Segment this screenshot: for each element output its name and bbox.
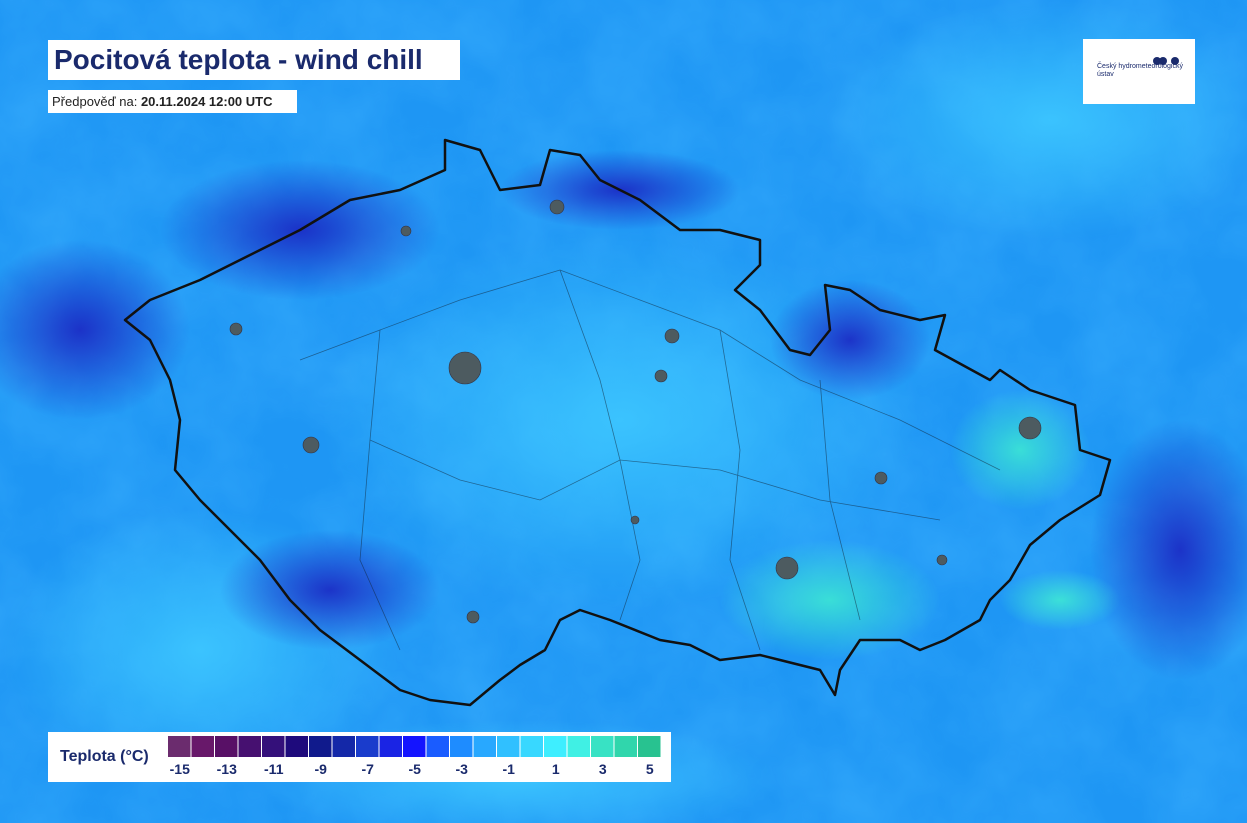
legend-swatch (168, 736, 191, 757)
legend-tick-label: 3 (599, 761, 607, 777)
legend-scale: -15 -13 -11 -9 -7 -5 -3 -1 1 3 5 (168, 736, 661, 777)
legend-tick-label: -11 (264, 761, 284, 777)
legend-swatch (215, 736, 238, 757)
legend-swatch (426, 736, 449, 757)
logo: Český hydrometeorologický ústav (1083, 39, 1195, 104)
legend-swatch (638, 736, 661, 757)
legend-tick-label: -7 (362, 761, 375, 777)
legend: Teplota (°C) -15 -13 -11 -9 -7 -5 -3 -1 1 3 5 (48, 732, 671, 782)
legend-tick-label: -5 (409, 761, 422, 777)
logo-icon (1153, 57, 1179, 65)
legend-swatch (332, 736, 355, 757)
legend-swatch (191, 736, 214, 757)
legend-swatch (567, 736, 590, 757)
cities (229, 199, 1042, 624)
legend-swatch (473, 736, 496, 757)
legend-swatch (544, 736, 567, 757)
logo-text: Český hydrometeorologický ústav (1097, 63, 1183, 78)
legend-swatch (591, 736, 614, 757)
country-border (123, 138, 1112, 707)
legend-tick-label: -9 (315, 761, 328, 777)
legend-swatch (262, 736, 285, 757)
legend-swatch (309, 736, 332, 757)
region-borders (299, 269, 1001, 651)
subtitle-label: Předpověď na: (52, 94, 138, 109)
legend-tick-label: -15 (170, 761, 190, 777)
legend-tick-label: -1 (503, 761, 516, 777)
subtitle-date: 20.11.2024 12:00 UTC (140, 94, 273, 109)
title: Pocitová teplota - wind chill (48, 40, 460, 80)
legend-swatch (520, 736, 543, 757)
legend-swatch (614, 736, 637, 757)
legend-swatch (450, 736, 473, 757)
legend-swatch (403, 736, 426, 757)
legend-swatch (238, 736, 261, 757)
legend-tick-label: -13 (217, 761, 237, 777)
legend-swatch (285, 736, 308, 757)
legend-tick-label: -3 (456, 761, 469, 777)
legend-swatch (497, 736, 520, 757)
legend-title: Teplota (°C) (60, 748, 149, 765)
legend-tick-label: 1 (552, 761, 560, 777)
subtitle: Předpověď na: 20.11.2024 12:00 UTC (48, 90, 297, 113)
legend-swatch (379, 736, 402, 757)
legend-swatch (356, 736, 379, 757)
legend-tick-label: 5 (646, 761, 654, 777)
